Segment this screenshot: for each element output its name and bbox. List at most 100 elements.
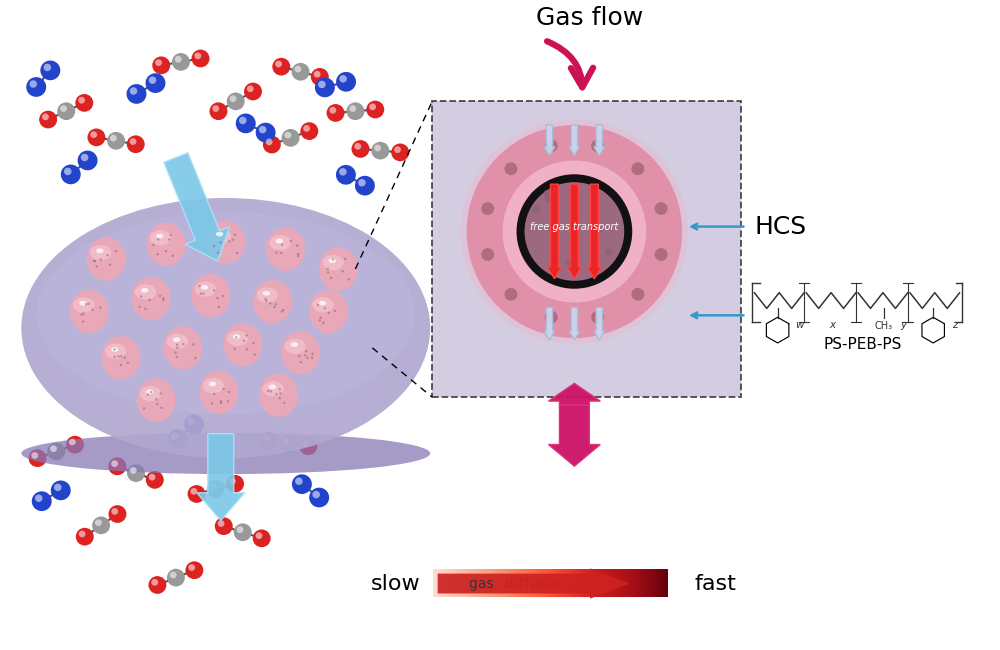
Ellipse shape bbox=[209, 382, 216, 386]
Circle shape bbox=[320, 317, 322, 319]
Circle shape bbox=[176, 344, 178, 346]
Circle shape bbox=[235, 336, 237, 339]
Ellipse shape bbox=[259, 374, 298, 417]
Circle shape bbox=[192, 343, 194, 346]
Circle shape bbox=[113, 356, 116, 358]
Circle shape bbox=[218, 306, 220, 308]
Circle shape bbox=[172, 255, 174, 257]
Circle shape bbox=[227, 400, 229, 402]
FancyArrow shape bbox=[544, 307, 555, 340]
Circle shape bbox=[332, 258, 334, 261]
Circle shape bbox=[160, 407, 163, 409]
Text: slow: slow bbox=[371, 573, 421, 593]
Ellipse shape bbox=[253, 280, 292, 323]
Circle shape bbox=[113, 348, 116, 350]
Circle shape bbox=[245, 334, 248, 337]
Circle shape bbox=[327, 271, 329, 274]
Ellipse shape bbox=[223, 323, 262, 367]
Circle shape bbox=[263, 435, 270, 441]
Circle shape bbox=[29, 449, 46, 467]
Circle shape bbox=[87, 129, 105, 146]
Circle shape bbox=[159, 392, 162, 395]
Circle shape bbox=[47, 443, 65, 460]
Circle shape bbox=[202, 292, 205, 295]
Ellipse shape bbox=[281, 331, 320, 374]
Circle shape bbox=[29, 81, 37, 88]
Circle shape bbox=[266, 138, 273, 146]
Circle shape bbox=[100, 259, 102, 261]
Ellipse shape bbox=[191, 274, 230, 317]
Ellipse shape bbox=[37, 213, 415, 414]
Circle shape bbox=[66, 436, 84, 454]
Ellipse shape bbox=[269, 385, 276, 389]
Circle shape bbox=[374, 144, 381, 151]
Circle shape bbox=[194, 357, 197, 359]
Circle shape bbox=[222, 387, 225, 390]
Circle shape bbox=[329, 107, 336, 114]
Ellipse shape bbox=[146, 223, 185, 266]
Circle shape bbox=[229, 478, 236, 484]
Ellipse shape bbox=[256, 287, 278, 303]
Circle shape bbox=[156, 253, 159, 255]
Circle shape bbox=[303, 125, 310, 132]
FancyArrow shape bbox=[164, 153, 230, 261]
Circle shape bbox=[228, 240, 230, 242]
Circle shape bbox=[220, 402, 222, 404]
Circle shape bbox=[591, 311, 604, 324]
Circle shape bbox=[282, 437, 289, 444]
Circle shape bbox=[184, 415, 204, 434]
Circle shape bbox=[595, 226, 603, 234]
Circle shape bbox=[269, 302, 271, 305]
Circle shape bbox=[247, 85, 254, 92]
Ellipse shape bbox=[269, 235, 291, 250]
Circle shape bbox=[296, 244, 298, 247]
Circle shape bbox=[117, 355, 120, 358]
Ellipse shape bbox=[137, 378, 175, 422]
Circle shape bbox=[631, 288, 644, 301]
Circle shape bbox=[31, 452, 38, 459]
Circle shape bbox=[228, 391, 230, 393]
Circle shape bbox=[319, 319, 321, 322]
Circle shape bbox=[168, 239, 171, 240]
Circle shape bbox=[318, 81, 326, 88]
Ellipse shape bbox=[140, 386, 161, 401]
Circle shape bbox=[279, 397, 281, 399]
Circle shape bbox=[517, 174, 632, 289]
Circle shape bbox=[217, 252, 219, 254]
Circle shape bbox=[95, 265, 98, 268]
Circle shape bbox=[152, 57, 170, 74]
Circle shape bbox=[545, 194, 553, 202]
Circle shape bbox=[140, 295, 142, 298]
Circle shape bbox=[461, 119, 688, 344]
Circle shape bbox=[162, 297, 165, 300]
Circle shape bbox=[631, 162, 644, 175]
Circle shape bbox=[314, 71, 321, 77]
Circle shape bbox=[165, 250, 167, 252]
Circle shape bbox=[304, 354, 307, 356]
Ellipse shape bbox=[319, 247, 358, 291]
Circle shape bbox=[79, 530, 85, 538]
Circle shape bbox=[76, 528, 94, 545]
Circle shape bbox=[236, 114, 256, 133]
Circle shape bbox=[290, 240, 292, 242]
Circle shape bbox=[95, 519, 102, 526]
Text: y: y bbox=[900, 320, 906, 330]
Ellipse shape bbox=[87, 237, 126, 281]
Ellipse shape bbox=[233, 334, 240, 339]
Text: Gas flow: Gas flow bbox=[536, 6, 643, 31]
Circle shape bbox=[275, 252, 278, 254]
Circle shape bbox=[57, 102, 75, 120]
Circle shape bbox=[40, 60, 60, 80]
Circle shape bbox=[354, 143, 361, 150]
Circle shape bbox=[167, 569, 185, 586]
Circle shape bbox=[110, 135, 117, 142]
Circle shape bbox=[305, 350, 307, 352]
Circle shape bbox=[26, 77, 46, 97]
Text: w: w bbox=[795, 320, 803, 330]
Circle shape bbox=[151, 579, 158, 586]
Circle shape bbox=[280, 252, 282, 254]
Circle shape bbox=[54, 484, 62, 491]
Circle shape bbox=[275, 303, 277, 306]
Circle shape bbox=[211, 402, 213, 404]
Circle shape bbox=[127, 361, 129, 364]
